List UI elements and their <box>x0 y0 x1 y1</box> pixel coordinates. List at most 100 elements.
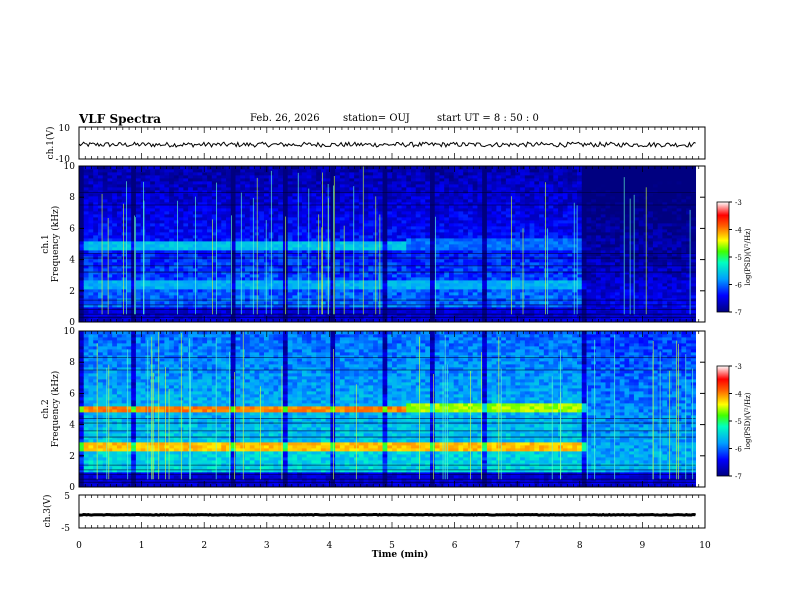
spectrogram-cell <box>472 205 478 209</box>
spectrogram-cell <box>301 250 308 254</box>
spectrogram-cell <box>363 193 369 197</box>
spectrogram-cell <box>230 277 236 281</box>
spectrogram-cell <box>377 295 383 299</box>
spectrogram-cell <box>292 265 298 269</box>
spectrogram-cell <box>254 166 260 170</box>
spectrogram-cell <box>401 217 407 221</box>
spectrogram-cell <box>131 247 137 251</box>
spectrogram-cell <box>411 253 417 257</box>
spectrogram-cell <box>216 217 222 221</box>
spectrogram-cell <box>505 307 512 311</box>
spectrogram-cell <box>154 178 161 182</box>
spectrogram-cell <box>458 232 464 236</box>
spectrogram-cell <box>415 310 421 314</box>
spectrogram-cell <box>401 271 407 275</box>
spectrogram-cell <box>463 202 469 206</box>
spectrogram-cell <box>240 295 246 299</box>
spectrogram-cell <box>159 166 165 170</box>
spectrogram-cell <box>429 175 436 179</box>
spectrogram-cell <box>448 283 455 287</box>
spectrogram-cell <box>97 214 104 218</box>
spectrogram-cell <box>482 193 488 197</box>
spectrogram-cell <box>88 298 94 302</box>
spectrogram-cell <box>169 208 175 212</box>
spectrogram-cell <box>396 289 402 293</box>
spectrogram-cell <box>164 274 170 278</box>
spectrogram-cell <box>83 193 89 197</box>
spectrogram-cell <box>126 223 132 227</box>
spectrogram-cell <box>339 226 346 230</box>
spectrogram-cell <box>235 166 241 170</box>
spectrogram-cell <box>292 202 298 206</box>
spectrogram-cell <box>173 220 179 224</box>
spectrogram-cell <box>482 241 488 245</box>
spectrogram-cell <box>387 268 393 272</box>
spectrogram-cell <box>444 232 450 236</box>
spectrogram-cell <box>363 217 369 221</box>
spectrogram-cell <box>448 292 455 296</box>
spectrogram-cell <box>387 184 393 188</box>
spectrogram-cell <box>211 271 217 275</box>
spectrogram-cell <box>178 205 184 209</box>
spectrogram-cell <box>240 277 246 281</box>
spectrogram-cell <box>183 235 189 239</box>
spectrogram-cell <box>273 268 279 272</box>
spectrogram-cell <box>320 280 327 284</box>
spectrogram-cell <box>354 319 360 323</box>
spectrogram-cell <box>415 202 421 206</box>
spectrogram-cell <box>93 286 99 290</box>
spectrogram-cell <box>145 199 151 203</box>
spectrogram-cell <box>102 220 108 224</box>
spectrogram-cell <box>207 307 213 311</box>
spectrogram-cell <box>425 211 431 215</box>
spectrogram-cell <box>97 292 104 296</box>
spectrogram-cell <box>482 301 488 305</box>
spectrogram-cell <box>159 181 165 185</box>
spectrogram-cell <box>415 169 421 173</box>
spectrogram-cell <box>335 271 341 275</box>
spectrogram-cell <box>164 178 170 182</box>
spectrogram-cell <box>121 265 127 269</box>
spectrogram-cell <box>420 181 426 185</box>
spectrogram-cell <box>301 220 308 224</box>
spectrogram-cell <box>448 250 455 254</box>
spectrogram-cell <box>278 292 284 296</box>
spectrogram-cell <box>126 259 132 263</box>
spectrogram-cell <box>107 232 113 236</box>
spectrogram-cell <box>354 193 360 197</box>
spectrogram-cell <box>311 172 317 176</box>
spectrogram-cell <box>216 196 222 200</box>
spectrogram-cell <box>510 301 516 305</box>
spectrogram-cell <box>429 298 436 302</box>
spectrogram-cell <box>349 220 355 224</box>
spectrogram-cell <box>173 181 179 185</box>
spectrogram-cell <box>387 295 393 299</box>
spectrogram-cell <box>121 310 127 314</box>
spectrogram-cell <box>131 232 137 236</box>
spectrogram-cell <box>145 289 151 293</box>
spectrogram-cell <box>349 244 355 248</box>
spectrogram-cell <box>263 211 270 215</box>
spectrogram-cell <box>159 265 165 269</box>
spectrogram-cell <box>121 238 127 242</box>
spectrogram-cell <box>382 244 388 248</box>
spectrogram-cell <box>154 175 161 179</box>
spectrogram-cell <box>88 259 94 263</box>
spectrogram-cell <box>505 241 512 245</box>
spectrogram-cell <box>145 187 151 191</box>
spectrogram-cell <box>444 253 450 257</box>
spectrogram-cell <box>145 172 151 176</box>
spectrogram-cell <box>401 202 407 206</box>
spectrogram-cell <box>188 313 194 317</box>
spectrogram-cell <box>515 214 521 218</box>
spectrogram-cell <box>458 238 464 242</box>
spectrogram-cell <box>173 199 179 203</box>
spectrogram-cell <box>245 217 251 221</box>
spectrogram-cell <box>358 220 364 224</box>
spectrogram-cell <box>235 181 241 185</box>
spectrogram-cell <box>173 208 179 212</box>
spectrogram-cell <box>339 196 346 200</box>
spectrogram-cell <box>429 241 436 245</box>
spectrogram-cell <box>396 319 402 323</box>
spectrogram-cell <box>107 220 113 224</box>
